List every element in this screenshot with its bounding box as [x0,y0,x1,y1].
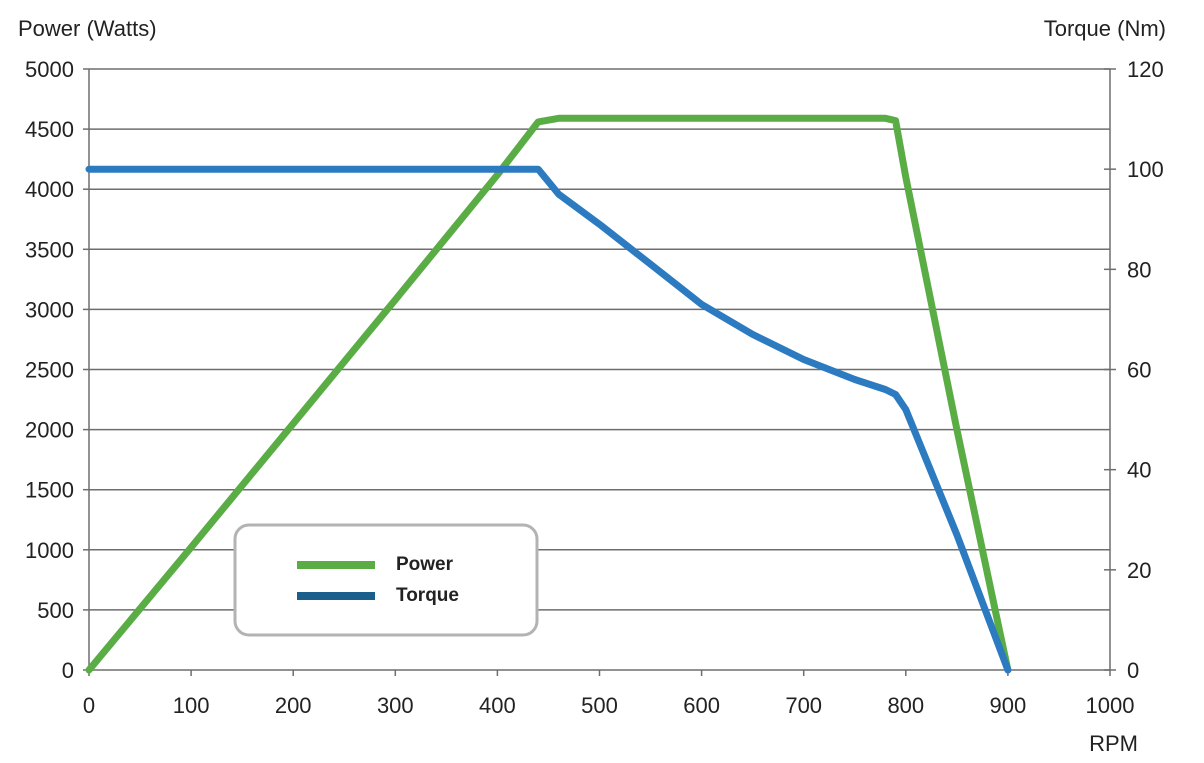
legend-label-torque: Torque [396,585,459,606]
right-tick-label: 20 [1127,558,1151,583]
left-tick-label: 500 [37,598,74,623]
left-tick-label: 3500 [25,237,74,262]
right-tick-label: 60 [1127,358,1151,383]
legend: Power Torque [233,523,539,637]
left-axis-title: Power (Watts) [18,16,157,41]
right-tick-label: 40 [1127,458,1151,483]
x-axis-title: RPM [1089,731,1138,756]
series-lines [85,114,1012,674]
x-tick-label: 400 [479,693,516,718]
left-tick-label: 0 [62,658,74,683]
x-tick-label: 200 [275,693,312,718]
right-tick-labels: 0 20 40 60 80 100 120 [1127,57,1164,683]
legend-label-power: Power [396,554,454,575]
legend-box [233,523,539,637]
series-line-torque [85,165,1012,674]
left-tick-label: 1000 [25,538,74,563]
right-tick-label: 0 [1127,658,1139,683]
series-line-power [85,114,1012,674]
left-tick-label: 3000 [25,297,74,322]
x-tick-label: 1000 [1086,693,1135,718]
x-tick-label: 0 [83,693,95,718]
left-tick-label: 1500 [25,478,74,503]
left-tick-label: 4500 [25,117,74,142]
x-tick-label: 600 [683,693,720,718]
right-axis-title: Torque (Nm) [1044,16,1166,41]
right-tick-label: 80 [1127,257,1151,282]
left-tick-label: 2000 [25,418,74,443]
right-tick-label: 100 [1127,157,1164,182]
left-tick-labels: 0 500 1000 1500 2000 2500 3000 3500 4000 4500 5000 [25,57,74,683]
left-tick-label: 2500 [25,358,74,383]
left-tick-label: 5000 [25,57,74,82]
x-tick-labels: 0 100 200 300 400 500 600 700 800 900 1000 [83,693,1135,718]
x-tick-label: 100 [173,693,210,718]
x-tick-label: 900 [990,693,1027,718]
x-tick-label: 300 [377,693,414,718]
right-tick-label: 120 [1127,57,1164,82]
x-tick-label: 500 [581,693,618,718]
x-tick-label: 700 [785,693,822,718]
left-tick-label: 4000 [25,177,74,202]
x-tick-label: 800 [887,693,924,718]
